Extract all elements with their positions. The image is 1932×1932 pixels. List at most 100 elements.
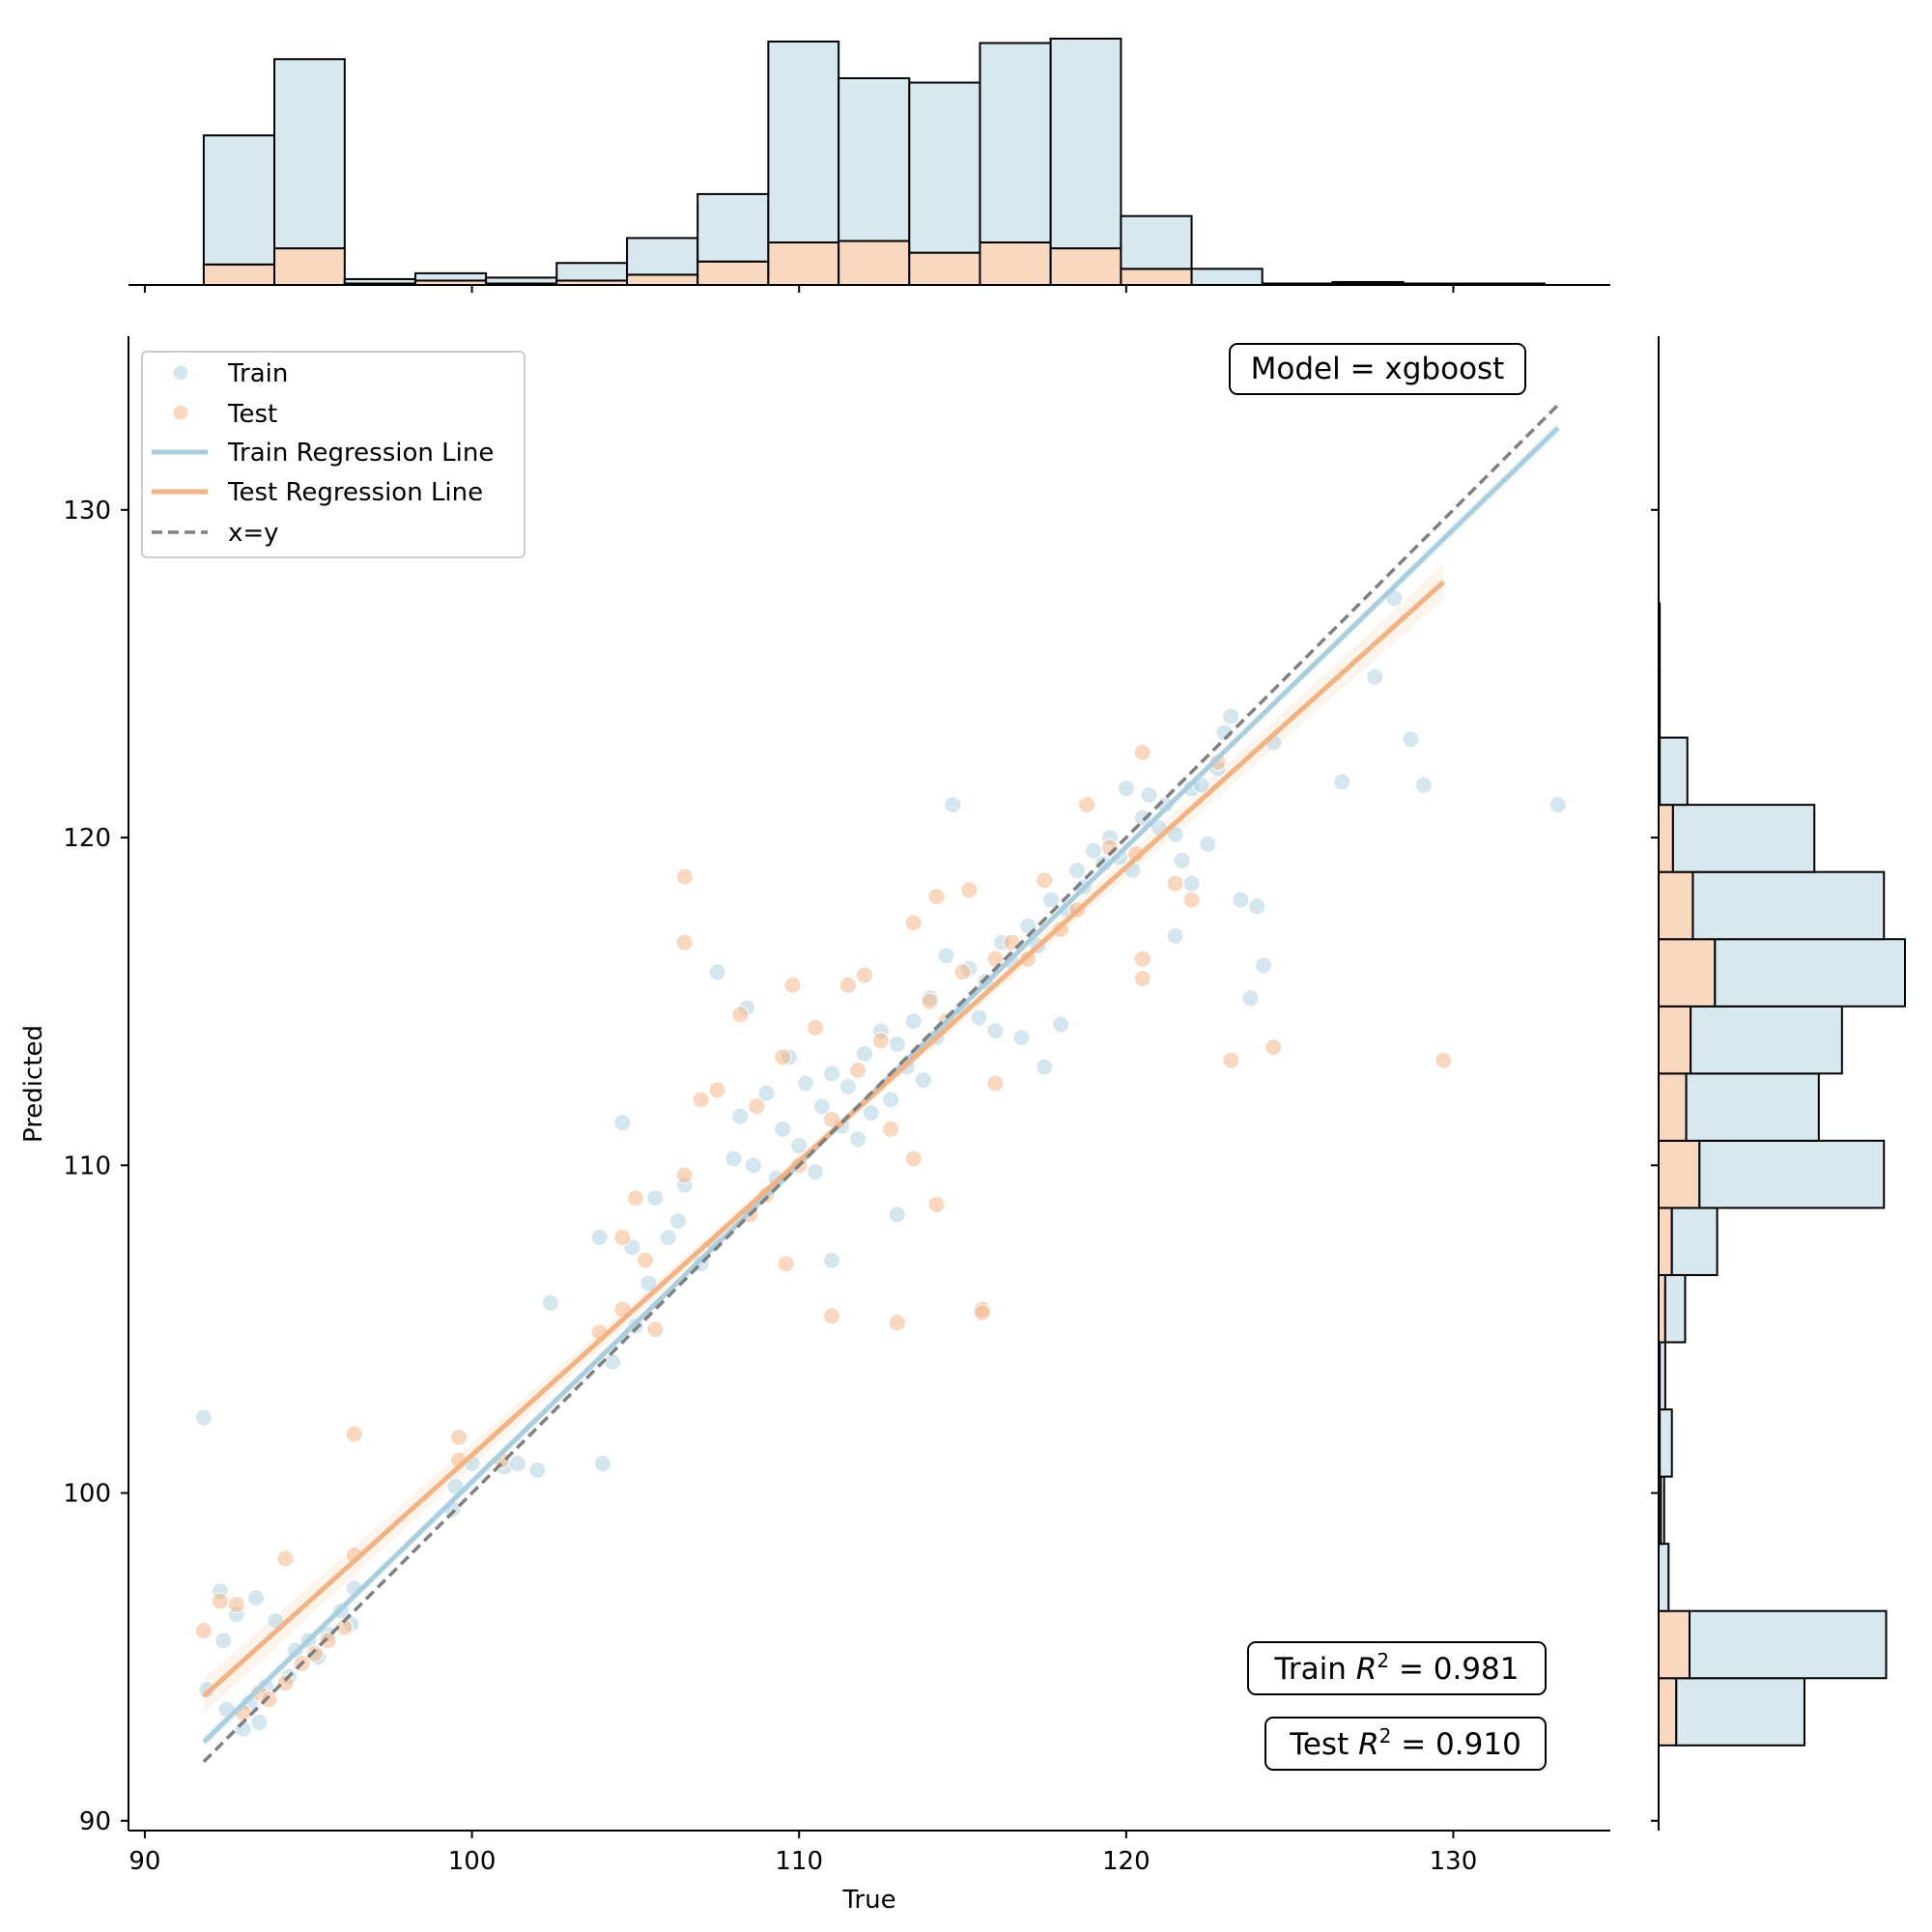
- train-point: [807, 1163, 825, 1181]
- train-point: [812, 1097, 831, 1116]
- train-point: [1166, 926, 1184, 945]
- right-hist-test-bar: [1658, 1677, 1678, 1747]
- test-point: [692, 1091, 710, 1109]
- top-hist-test-bar: [838, 240, 911, 286]
- top-hist-train-bar: [767, 41, 840, 243]
- test-r2-symbol: R: [1358, 1727, 1379, 1762]
- test-scatter-points: [194, 743, 1453, 1721]
- train-r2-superscript: 2: [1377, 1649, 1389, 1672]
- train-point: [1173, 851, 1191, 869]
- y-tick-label: 100: [63, 1480, 111, 1509]
- legend-train-marker: [172, 364, 189, 382]
- train-point: [1333, 773, 1351, 791]
- train-point: [1199, 835, 1217, 853]
- train-point: [986, 1022, 1005, 1040]
- top-hist-train-bar: [626, 237, 699, 276]
- top-marginal-histogram: [128, 38, 1610, 293]
- test-point: [626, 1189, 644, 1208]
- y-axis-label: Predicted: [19, 1025, 48, 1143]
- train-point: [1248, 897, 1266, 916]
- top-hist-train-bar: [838, 76, 911, 242]
- top-hist-test-bar: [767, 241, 840, 287]
- test-point: [276, 1674, 295, 1692]
- train-point: [838, 1077, 857, 1095]
- test-point: [823, 1110, 841, 1128]
- test-point: [871, 1032, 890, 1050]
- train-point: [888, 1035, 906, 1053]
- right-hist-train-bar: [1698, 1139, 1886, 1209]
- test-point: [613, 1228, 632, 1246]
- train-r2-box: [1247, 1641, 1547, 1695]
- main-x-axis-ticks: 90 100 110 120 130: [128, 1831, 1477, 1876]
- model-annotation-box: [1229, 343, 1526, 395]
- train-point: [1385, 589, 1404, 608]
- y-tick-label: 90: [79, 1807, 111, 1836]
- train-point: [1414, 776, 1433, 794]
- train-point: [1084, 841, 1102, 860]
- top-hist-train-bar: [1190, 268, 1264, 286]
- x-tick-label: 110: [775, 1847, 823, 1876]
- test-point: [921, 992, 939, 1010]
- train-point: [1182, 874, 1201, 893]
- train-scatter-points: [194, 589, 1567, 1738]
- model-annotation-text: Model = xgboost: [1251, 352, 1505, 386]
- main-y-axis-ticks: 90 100 110 120 130: [63, 497, 128, 1836]
- top-hist-train-bar: [413, 271, 488, 282]
- right-hist-test-bar: [1658, 1072, 1688, 1142]
- test-point: [927, 888, 946, 906]
- test-r2-annotation: Test R2 = 0.910: [1264, 1717, 1547, 1771]
- test-point: [1133, 743, 1151, 761]
- test-point: [319, 1632, 337, 1650]
- train-point: [888, 1206, 906, 1224]
- test-r2-superscript: 2: [1379, 1724, 1392, 1747]
- train-point: [639, 1274, 658, 1293]
- top-hist-test-bar: [696, 260, 770, 287]
- right-hist-train-bar: [1659, 736, 1689, 807]
- test-point: [194, 1622, 213, 1640]
- x-axis-label: True: [841, 1886, 895, 1915]
- train-point: [613, 1114, 632, 1132]
- top-hist-train-bar: [202, 134, 276, 266]
- right-hist-test-bar: [1658, 1273, 1666, 1344]
- right-hist-train-bar: [1690, 1005, 1843, 1075]
- train-point: [796, 1074, 814, 1093]
- model-annotation: Model = xgboost: [1229, 343, 1526, 395]
- test-point: [904, 1150, 923, 1168]
- right-hist-train-bar: [1660, 1475, 1665, 1546]
- right-hist-test-bar: [1658, 1609, 1691, 1680]
- test-point: [973, 1303, 991, 1321]
- train-point: [904, 1012, 923, 1031]
- y-tick-label: 120: [63, 824, 111, 853]
- test-point: [675, 1166, 694, 1184]
- test-point: [675, 867, 694, 886]
- y-tick-label: 130: [63, 497, 111, 526]
- top-hist-train-bar: [908, 81, 981, 254]
- test-point: [807, 1018, 825, 1037]
- train-point: [1036, 1058, 1054, 1076]
- right-hist-train-bar: [1691, 870, 1886, 941]
- train-point: [247, 1589, 266, 1607]
- train-point: [862, 1104, 880, 1122]
- top-hist-test-bar: [979, 241, 1052, 287]
- train-point: [1222, 707, 1240, 725]
- train-point: [590, 1228, 609, 1246]
- train-point: [855, 1044, 873, 1063]
- right-hist-train-bar: [1670, 1207, 1719, 1276]
- train-point: [1068, 861, 1087, 879]
- train-point: [508, 1455, 526, 1473]
- train-point: [849, 1130, 867, 1149]
- test-point: [1036, 871, 1054, 890]
- test-point: [1182, 891, 1201, 909]
- right-hist-test-bar: [1658, 1005, 1692, 1075]
- train-point: [708, 963, 726, 981]
- legend-frame: [141, 351, 526, 558]
- test-point: [1133, 969, 1151, 987]
- train-r2-prefix: Train: [1274, 1652, 1356, 1687]
- test-point: [777, 1255, 795, 1273]
- test-point: [953, 963, 972, 981]
- legend: Train Test Train Regression Line Test Re…: [141, 351, 526, 558]
- train-point: [790, 1136, 809, 1154]
- test-point: [1078, 796, 1096, 814]
- legend-test-label: Test: [227, 400, 277, 429]
